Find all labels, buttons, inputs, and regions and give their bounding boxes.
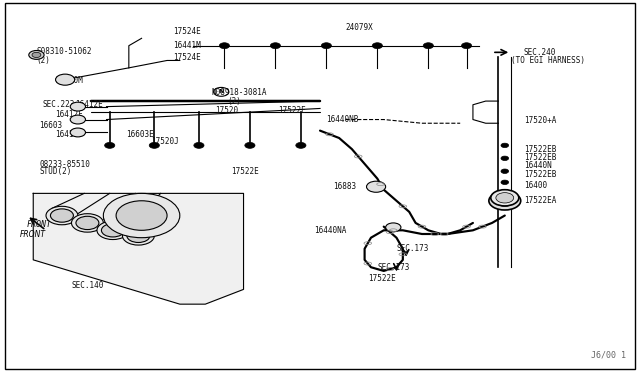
- Circle shape: [270, 43, 280, 49]
- Circle shape: [491, 190, 519, 206]
- Text: 17522EA: 17522EA: [524, 196, 556, 205]
- Polygon shape: [33, 193, 244, 304]
- Circle shape: [51, 209, 74, 222]
- Circle shape: [194, 142, 204, 148]
- Text: SEC.173: SEC.173: [378, 263, 410, 272]
- Circle shape: [220, 43, 230, 49]
- Circle shape: [501, 143, 509, 148]
- Text: S: S: [34, 51, 39, 57]
- Circle shape: [29, 51, 44, 60]
- Circle shape: [321, 43, 332, 49]
- Circle shape: [32, 52, 41, 58]
- Text: 17522E: 17522E: [368, 274, 396, 283]
- Text: 16603E: 16603E: [125, 130, 154, 139]
- Text: 17522E: 17522E: [231, 167, 259, 176]
- Circle shape: [367, 181, 386, 192]
- Circle shape: [46, 206, 78, 225]
- Circle shape: [423, 43, 433, 49]
- Text: SEC.173: SEC.173: [396, 244, 429, 253]
- Text: 16400: 16400: [524, 182, 547, 190]
- Circle shape: [56, 74, 75, 85]
- Text: J6/00 1: J6/00 1: [591, 350, 626, 359]
- Circle shape: [72, 214, 103, 232]
- Circle shape: [496, 193, 514, 203]
- Text: 16412F: 16412F: [56, 109, 83, 119]
- Text: 17520J: 17520J: [151, 137, 179, 146]
- Circle shape: [116, 201, 167, 230]
- Text: SEC.140: SEC.140: [72, 281, 104, 290]
- Text: (2): (2): [228, 97, 241, 106]
- Circle shape: [70, 115, 86, 124]
- Circle shape: [296, 142, 306, 148]
- Text: 17520+A: 17520+A: [524, 116, 556, 125]
- Text: 17520: 17520: [215, 106, 238, 115]
- Circle shape: [495, 195, 515, 206]
- Circle shape: [386, 223, 401, 232]
- Circle shape: [149, 142, 159, 148]
- Text: S08310-51062: S08310-51062: [36, 47, 92, 56]
- Circle shape: [127, 229, 150, 243]
- Circle shape: [70, 128, 86, 137]
- Text: 16412F: 16412F: [56, 130, 83, 139]
- Circle shape: [461, 43, 472, 49]
- Text: 08233-85510: 08233-85510: [40, 160, 90, 169]
- Text: SEC.240: SEC.240: [524, 48, 556, 57]
- Text: FRONT: FRONT: [20, 230, 46, 239]
- Circle shape: [501, 156, 509, 161]
- Text: 24079X: 24079X: [346, 23, 373, 32]
- Circle shape: [489, 192, 521, 210]
- Text: 16883: 16883: [333, 182, 356, 191]
- Text: N08918-3081A: N08918-3081A: [212, 89, 267, 97]
- Text: 22670M: 22670M: [56, 76, 83, 85]
- Text: 17522EB: 17522EB: [524, 153, 556, 162]
- Text: 16440N: 16440N: [524, 161, 552, 170]
- Text: 17524E: 17524E: [173, 27, 201, 36]
- Text: STUD(2): STUD(2): [40, 167, 72, 176]
- Text: (2): (2): [36, 56, 51, 65]
- Circle shape: [97, 221, 129, 240]
- Circle shape: [501, 180, 509, 185]
- Circle shape: [245, 142, 255, 148]
- Text: (TO EGI HARNESS): (TO EGI HARNESS): [511, 56, 585, 65]
- Text: 16603: 16603: [40, 121, 63, 129]
- Circle shape: [70, 102, 86, 111]
- Text: FRONT: FRONT: [27, 220, 52, 229]
- Circle shape: [103, 193, 180, 238]
- Text: SEC.223: SEC.223: [43, 100, 75, 109]
- Text: 16440NB: 16440NB: [326, 115, 359, 124]
- Text: 16412E: 16412E: [75, 100, 102, 109]
- Text: 17524E: 17524E: [173, 53, 201, 62]
- Text: 16440NA: 16440NA: [314, 226, 346, 235]
- Text: 17522EB: 17522EB: [524, 170, 556, 179]
- Circle shape: [104, 142, 115, 148]
- Circle shape: [501, 169, 509, 173]
- Circle shape: [372, 43, 383, 49]
- Text: 16441M: 16441M: [173, 41, 201, 50]
- Circle shape: [122, 227, 154, 245]
- Circle shape: [76, 216, 99, 230]
- Text: N: N: [218, 89, 224, 94]
- Text: 17522EB: 17522EB: [524, 145, 556, 154]
- Circle shape: [101, 224, 124, 237]
- Text: 17522E: 17522E: [278, 106, 307, 115]
